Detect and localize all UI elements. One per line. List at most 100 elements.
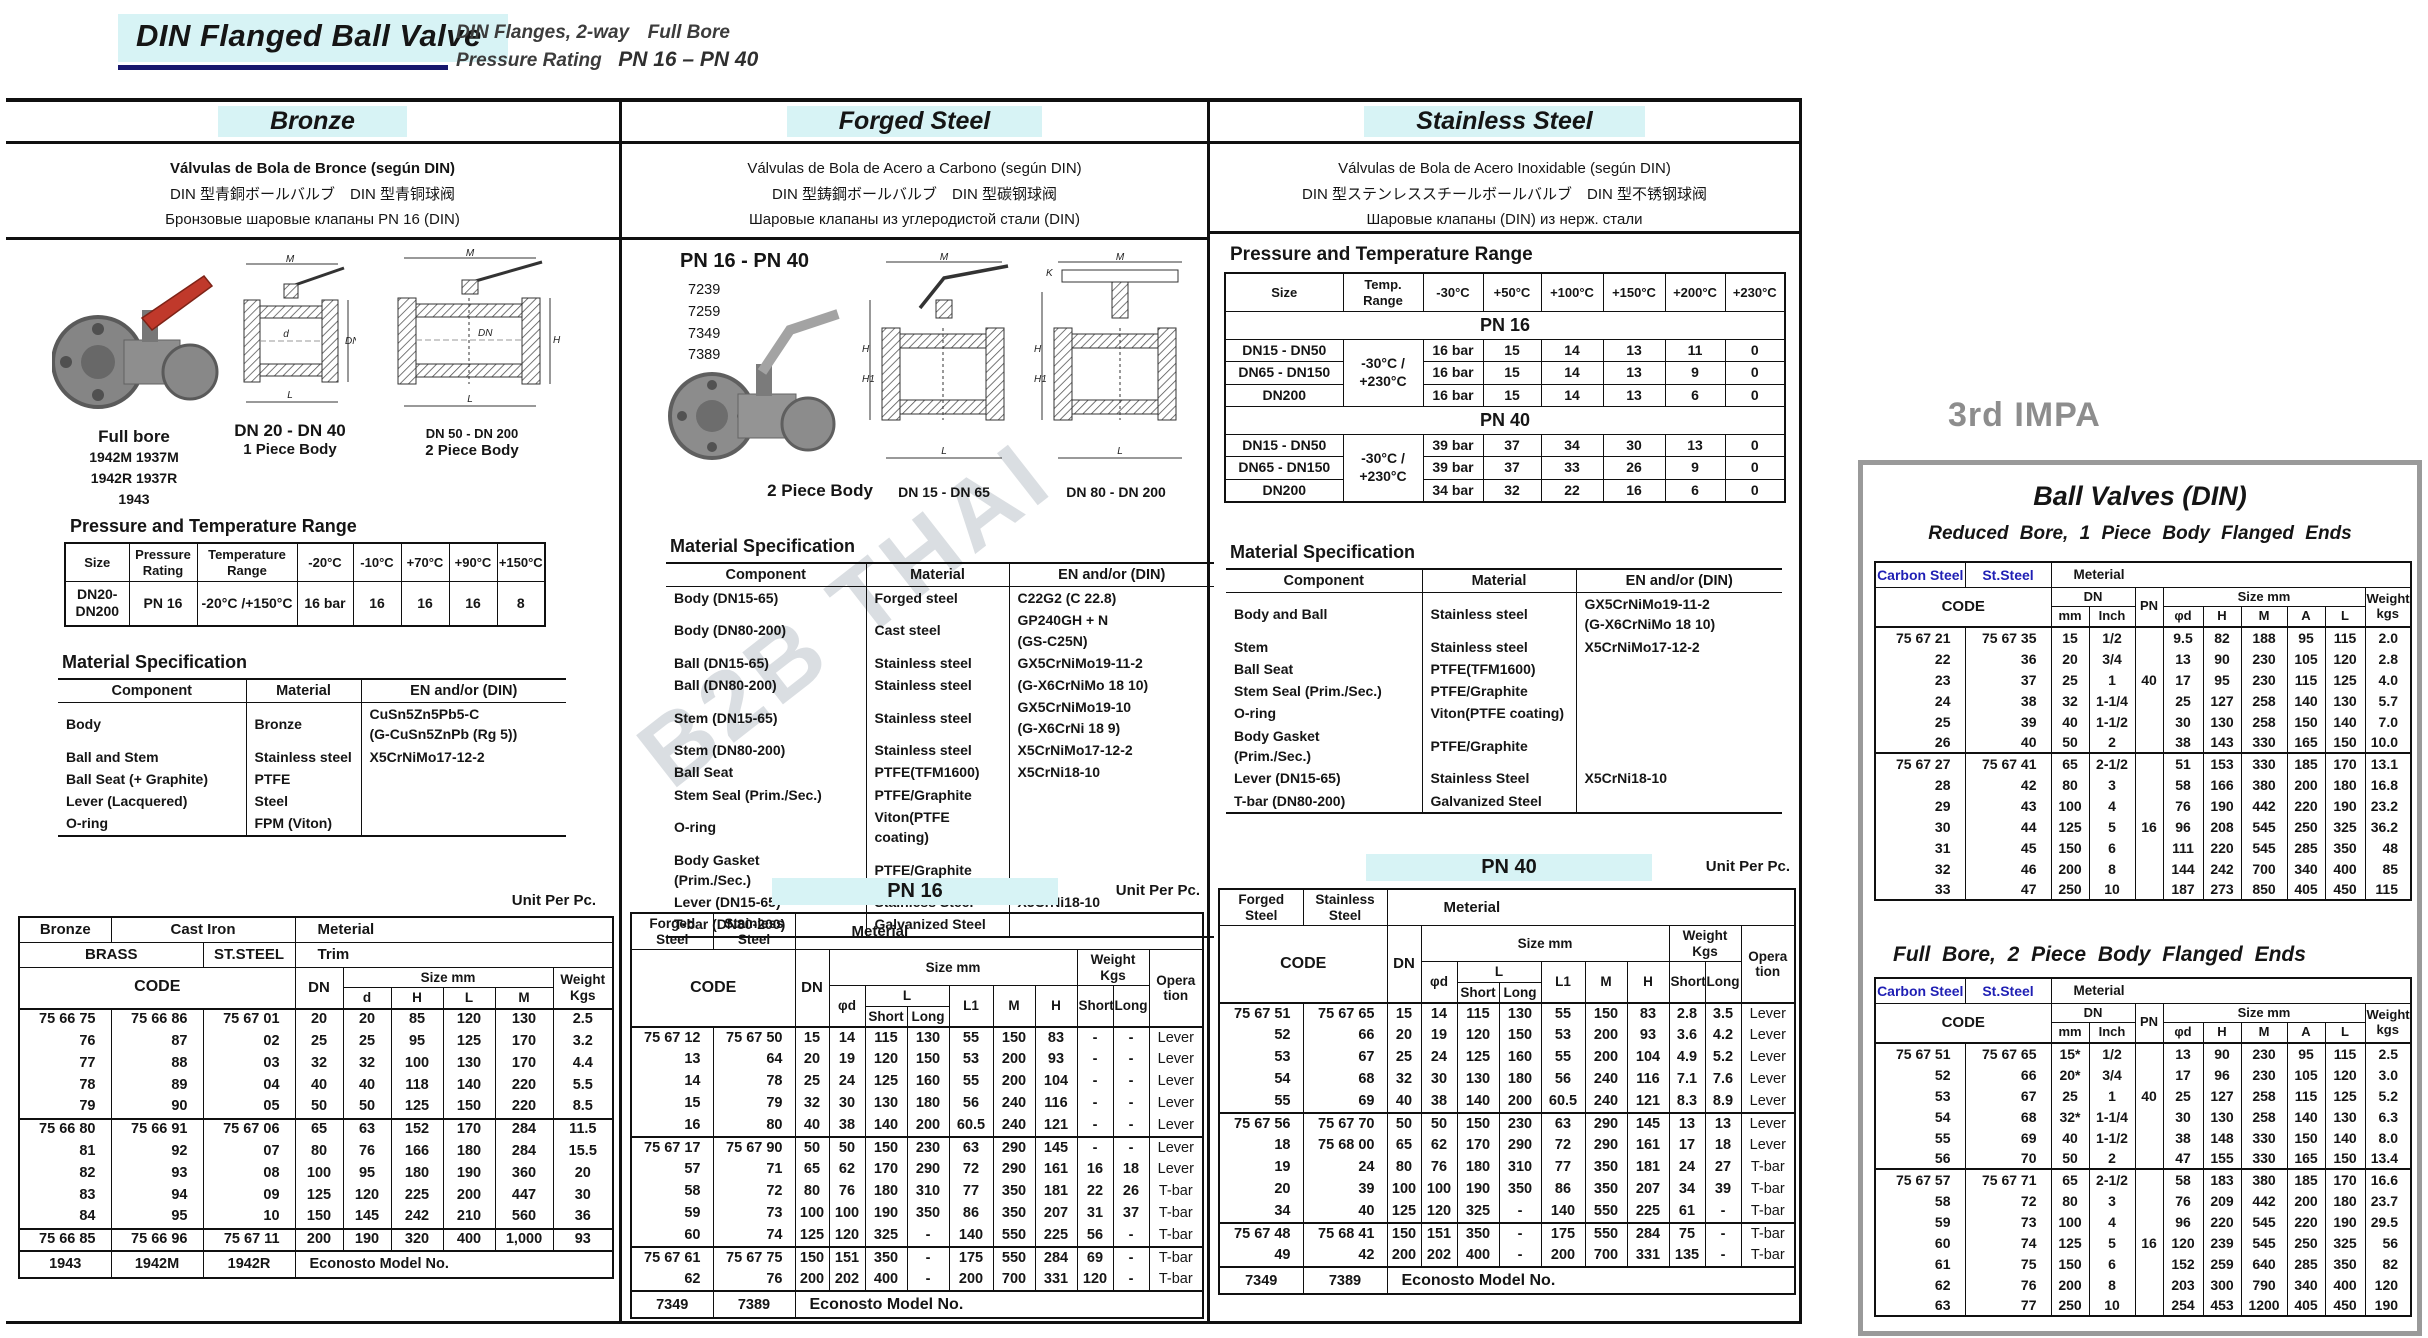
table-cell: 43 [1964, 795, 2052, 817]
table-cell: 550 [992, 1225, 1036, 1248]
table-cell: GX5CrNiMo19-11-2 [1008, 651, 1214, 675]
table-cell: 83 [1626, 1003, 1670, 1026]
forged-subtitle-cjk: DIN 型鋳鋼ボールバルブ DIN 型碳钢球阀 [771, 185, 1057, 203]
table-row: T-bar (DN80-200) Galvanized Steel [1226, 789, 1782, 813]
table-cell: 15 [630, 1093, 714, 1116]
table-row: 26 40 50 2 38 143 330 165 150 10.0 [1874, 732, 2412, 754]
table-cell: 250 [2050, 1295, 2090, 1317]
table-row: 23 37 25 1 40 17 95 230 115 125 4.0 [1874, 669, 2412, 691]
table-cell: Viton(PTFE coating) [1421, 702, 1576, 725]
table-cell: 32 [1386, 1069, 1422, 1092]
table-row: Ball Seat (+ Graphite) PTFE [58, 767, 566, 791]
table-cell: Stainless steel [865, 739, 1009, 762]
table-cell: 23 [1874, 669, 1966, 691]
table-cell: 76 [828, 1181, 866, 1204]
table-cell: 13 [2162, 1043, 2204, 1065]
table-cell: 5.2 [1704, 1047, 1742, 1070]
forged-column: Forged Steel Válvulas de Bola de Acero a… [622, 102, 1214, 1321]
table-cell: Body [66, 716, 101, 733]
table-row: Body and Ball Stainless steel GX5CrNiMo19-… [1226, 592, 1782, 636]
table-cell: 55 [1218, 1091, 1304, 1114]
table-cell: 450 [2324, 879, 2366, 901]
table-cell: PTFE/Graphite [1421, 724, 1576, 768]
bronze-subtitle-cjk: DIN 型青銅ボールバルブ DIN 型青铜球阀 [169, 185, 455, 203]
table-cell: 20 [294, 1008, 344, 1031]
table-cell: 175 [1540, 1223, 1586, 1246]
table-cell: 25 [2050, 669, 2090, 691]
table-cell: 25 [342, 1030, 392, 1053]
dim-M: M [940, 252, 949, 263]
table-row: 76 87 02 25 25 95 125 170 3.2 [18, 1030, 614, 1053]
table-cell: - [1076, 1093, 1114, 1116]
table-cell: 340 [2286, 1274, 2326, 1296]
table-cell: T-bar (DN80-200) [1234, 792, 1346, 809]
table-cell: 250 [2050, 879, 2090, 901]
table-cell: Forged steel [865, 586, 1009, 610]
impa-full-table: Carbon Steel St.Steel Meterial CODE DN P… [1874, 977, 2413, 1318]
table-cell: 3.5 [1704, 1003, 1742, 1026]
table-cell: 68 [1964, 1106, 2052, 1128]
table-cell: 32 [794, 1093, 830, 1116]
table-cell: Stainless steel [1421, 635, 1576, 658]
table-cell: 181 [1626, 1157, 1670, 1180]
table-row: 52 66 20* 3/4 17 96 230 105 120 3.0 [1874, 1064, 2412, 1086]
table-cell: Stainless steel [245, 745, 361, 768]
table-cell: 130 [864, 1093, 908, 1116]
table-cell: 75 66 96 [110, 1228, 204, 1251]
table-cell: 130 [2202, 711, 2242, 733]
table-row: 28 42 80 3 58 166 380 200 180 16.8 [1874, 774, 2412, 796]
table-cell: 239 [2202, 1232, 2242, 1254]
table-cell: 166 [390, 1140, 444, 1163]
table-cell: 202 [828, 1269, 866, 1292]
table-cell [360, 812, 566, 836]
table-cell: 55 [1874, 1127, 1966, 1149]
table-cell: 2 [2088, 732, 2136, 754]
stainless-pt-title: Pressure and Temperature Range [1230, 244, 1533, 265]
table-cell: - [1704, 1245, 1742, 1268]
table-cell: 125 [390, 1096, 444, 1119]
table-cell: 19 [1218, 1157, 1304, 1180]
table-cell: 284 [494, 1140, 554, 1163]
table-cell: 96 [2162, 1211, 2204, 1233]
table-cell: 4 [2088, 795, 2136, 817]
table-cell: 40 [1964, 732, 2052, 754]
table-cell: 140 [864, 1115, 908, 1138]
table-cell: 400 [2324, 858, 2366, 880]
table-cell: 180 [1498, 1069, 1542, 1092]
table-cell: Lever [1148, 1071, 1204, 1094]
table-cell: Lever [1740, 1025, 1796, 1048]
impa-note: 3rd IMPA [1948, 396, 2101, 434]
table-cell: 4.2 [1704, 1025, 1742, 1048]
table-cell: 80 [294, 1140, 344, 1163]
table-cell: 50 [794, 1137, 830, 1160]
table-cell: 258 [2240, 1106, 2288, 1128]
table-cell: 2.0 [2364, 627, 2412, 649]
table-cell: 125 [2050, 1232, 2090, 1254]
table-cell: Stainless steel [865, 674, 1009, 697]
table-cell: 190 [442, 1162, 496, 1185]
table-cell: Bronze [245, 702, 361, 746]
table-row: 57 71 65 62 170 290 72 290 161 16 18 Lever [630, 1159, 1204, 1182]
table-cell: 170 [2324, 753, 2366, 775]
table-row: 63 77 250 10 254 453 1200 405 450 190 [1874, 1295, 2412, 1317]
table-cell [2134, 1211, 2164, 1233]
table-cell: 550 [1584, 1223, 1628, 1246]
table-cell: 150 [794, 1247, 830, 1270]
table-cell: 6.3 [2364, 1106, 2412, 1128]
table-cell: - [1498, 1201, 1542, 1224]
table-cell: 75 66 91 [110, 1118, 204, 1141]
table-cell: 80 [794, 1181, 830, 1204]
table-cell: 180 [2324, 1190, 2366, 1212]
table-cell: 8.3 [1668, 1091, 1706, 1114]
table-cell: 30 [2162, 711, 2204, 733]
table-cell: 700 [2240, 858, 2288, 880]
table-cell: Ball and Stem [66, 748, 159, 765]
dim-H: H [553, 335, 561, 346]
table-cell: Body (DN15-65) [674, 590, 779, 606]
table-cell: 230 [2240, 1064, 2288, 1086]
table-cell: 120 [2324, 648, 2366, 670]
table-row: Body Bronze CuSn5Zn5Pb5-C (G-CuSn5ZnPb (Rg… [58, 702, 566, 746]
table-row: Lever (Lacquered) Steel [58, 790, 566, 813]
table-cell: 150 [2324, 1148, 2366, 1170]
table-cell: 75 67 70 [1302, 1113, 1388, 1136]
